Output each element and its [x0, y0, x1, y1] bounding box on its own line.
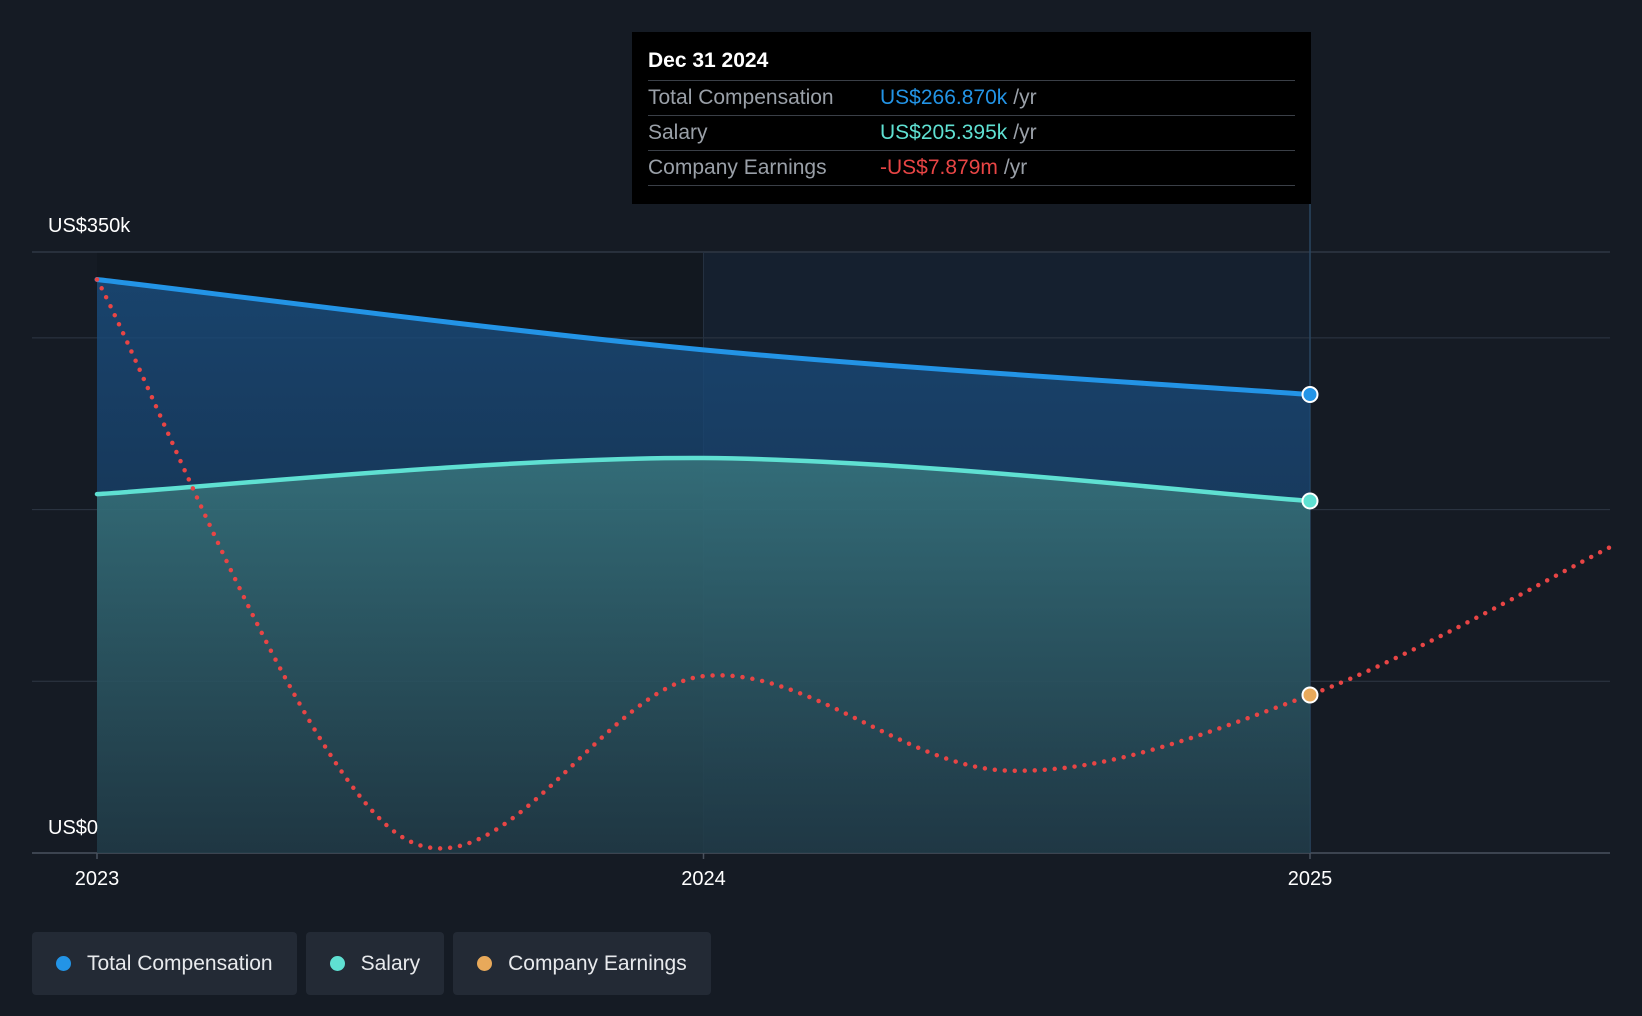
legend-item-salary[interactable]: Salary — [305, 932, 445, 995]
legend-item-company-earnings[interactable]: Company Earnings — [453, 932, 711, 995]
legend-label: Total Compensation — [87, 951, 273, 975]
x-tick-label: 2025 — [1288, 868, 1333, 890]
legend-dot-icon — [56, 956, 71, 971]
tooltip-value: -US$7.879m — [880, 156, 998, 179]
tooltip-row-total: Total Compensation US$266.870k /yr — [648, 81, 1295, 116]
tooltip-label: Salary — [648, 121, 708, 144]
y-axis-bottom-label: US$0 — [48, 817, 99, 839]
legend-dot-icon — [477, 956, 493, 971]
x-tick-label: 2023 — [75, 868, 120, 890]
tooltip-value: US$266.870k — [880, 86, 1008, 109]
total-compensation-point — [1301, 386, 1319, 404]
salary-area — [97, 458, 1310, 853]
x-tick-label: 2024 — [681, 868, 726, 890]
tooltip-row-salary: Salary US$205.395k /yr — [648, 116, 1295, 151]
legend-dot-icon — [329, 956, 345, 971]
tooltip: Dec 31 2024 Total Compensation US$266.87… — [632, 32, 1311, 204]
total-compensation-line — [94, 276, 1313, 398]
legend-label: Salary — [360, 951, 421, 975]
tooltip-unit: /yr — [1013, 121, 1037, 144]
tooltip-unit: /yr — [1013, 86, 1037, 109]
company-earnings-point — [1301, 686, 1319, 704]
tooltip-row-earnings: Company Earnings -US$7.879m /yr — [648, 151, 1295, 186]
salary-line — [94, 455, 1313, 504]
legend-item-total-compensation[interactable]: Total Compensation — [32, 932, 297, 995]
legend: Total Compensation Salary Company Earnin… — [32, 932, 711, 995]
salary-point — [1301, 492, 1319, 510]
legend-label: Company Earnings — [508, 951, 687, 975]
tooltip-unit: /yr — [1003, 156, 1028, 179]
tooltip-label: Company Earnings — [648, 156, 827, 179]
y-axis-top-label: US$350k — [48, 215, 131, 237]
tooltip-value: US$205.395k — [880, 121, 1008, 144]
tooltip-label: Total Compensation — [648, 86, 834, 109]
tooltip-date: Dec 31 2024 — [648, 46, 1295, 81]
